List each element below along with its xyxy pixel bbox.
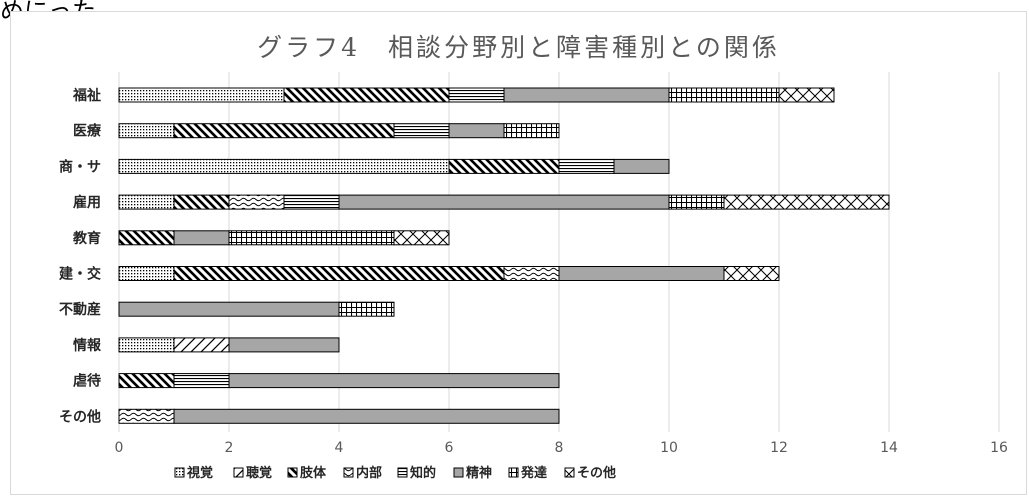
legend-swatch bbox=[397, 467, 408, 478]
bar-segment bbox=[228, 373, 560, 389]
bar-segment bbox=[173, 373, 230, 389]
legend-label: 内部 bbox=[356, 465, 382, 481]
category-label: 雇用 bbox=[73, 194, 101, 211]
legend-swatch bbox=[508, 467, 519, 478]
x-tick-label: 0 bbox=[115, 440, 124, 456]
x-tick-label: 8 bbox=[555, 440, 564, 456]
bar-segment bbox=[338, 301, 395, 317]
legend-label: 聴覚 bbox=[246, 465, 272, 481]
bar-segment bbox=[503, 123, 560, 139]
bar-segment bbox=[173, 266, 505, 281]
bar-segment bbox=[448, 123, 505, 139]
legend-swatch bbox=[287, 467, 298, 478]
category-label: 建・交 bbox=[59, 266, 101, 283]
category-label: その他 bbox=[59, 408, 101, 425]
legend-swatch bbox=[233, 467, 244, 478]
bar-segment bbox=[118, 230, 175, 246]
bar-segment bbox=[778, 87, 835, 103]
bar-segment bbox=[118, 266, 175, 281]
bar-segment bbox=[118, 408, 175, 424]
legend-swatch bbox=[343, 467, 354, 478]
bar-segment bbox=[668, 194, 725, 210]
category-label: 不動産 bbox=[59, 301, 101, 318]
bar-segment bbox=[228, 230, 395, 246]
category-label: 福祉 bbox=[72, 87, 101, 104]
bar-segment bbox=[173, 230, 230, 246]
bar-segment bbox=[448, 87, 505, 103]
chart-title: グラフ4 相談分野別と障害種別との関係 bbox=[257, 33, 780, 62]
bar-segment bbox=[393, 230, 450, 246]
bar-segment bbox=[118, 123, 175, 139]
legend-swatch bbox=[453, 467, 464, 478]
bar-segment bbox=[558, 266, 725, 281]
bar-segment bbox=[558, 158, 615, 174]
legend-label: 発達 bbox=[520, 465, 547, 481]
category-label: 虐待 bbox=[73, 373, 101, 390]
bar-segment bbox=[668, 87, 780, 103]
bar-segment bbox=[118, 158, 450, 174]
bar-segment bbox=[613, 158, 670, 174]
category-label: 商・サ bbox=[59, 158, 101, 175]
bar-segment bbox=[173, 337, 230, 353]
x-tick-label: 16 bbox=[990, 440, 1008, 456]
bar-segment bbox=[173, 194, 230, 210]
x-tick-labels: 0 2 4 6 8 10 12 14 16 bbox=[115, 440, 1008, 456]
bar-segment bbox=[723, 266, 780, 281]
x-tick-label: 2 bbox=[225, 440, 234, 456]
category-label: 医療 bbox=[73, 123, 102, 140]
bar-segment bbox=[173, 123, 395, 139]
bar-segment bbox=[503, 87, 670, 103]
x-tick-label: 14 bbox=[880, 440, 898, 456]
legend-label: 肢体 bbox=[300, 465, 327, 481]
bar-segment bbox=[118, 87, 285, 103]
bar-segment bbox=[393, 123, 450, 139]
category-label: 教育 bbox=[73, 230, 101, 247]
bar-segment bbox=[448, 158, 560, 174]
category-label: 情報 bbox=[73, 337, 102, 354]
bar-segment bbox=[118, 301, 340, 317]
x-tick-label: 12 bbox=[770, 440, 788, 456]
legend-swatch bbox=[174, 467, 185, 478]
bar-segment bbox=[503, 266, 560, 281]
bar-segment bbox=[723, 194, 890, 210]
bar-segment bbox=[118, 337, 175, 353]
legend-label: 精神 bbox=[466, 465, 492, 481]
x-tick-label: 4 bbox=[335, 440, 344, 456]
legend: 視覚 聴覚 肢体 内部 知的 精神 発達 その他 bbox=[174, 465, 616, 481]
chart-area: グラフ4 相談分野別と障害種別との関係 bbox=[10, 11, 1027, 495]
legend-label: その他 bbox=[577, 465, 616, 481]
x-tick-label: 10 bbox=[660, 440, 678, 456]
bar-group bbox=[118, 87, 890, 424]
bar-segment bbox=[118, 194, 175, 210]
x-tick-label: 6 bbox=[445, 440, 454, 456]
bar-segment bbox=[173, 408, 560, 424]
legend-swatch bbox=[564, 467, 575, 478]
bar-segment bbox=[228, 337, 340, 353]
bar-segment bbox=[283, 87, 450, 103]
bar-segment bbox=[228, 194, 285, 210]
bar-segment bbox=[118, 373, 175, 389]
bar-segment bbox=[338, 194, 670, 210]
legend-label: 知的 bbox=[410, 465, 436, 481]
bar-segment bbox=[283, 194, 340, 210]
legend-label: 視覚 bbox=[186, 465, 213, 481]
